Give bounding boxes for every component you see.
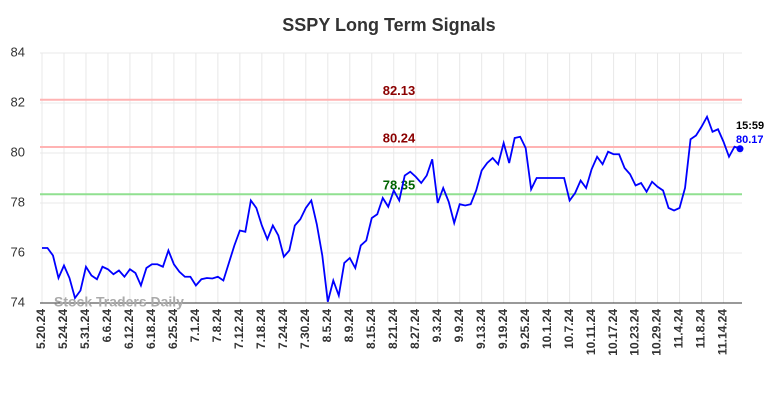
last-value: 80.17 (736, 134, 764, 146)
x-tick-label: 8.9.24 (342, 309, 356, 343)
y-tick-label: 78 (11, 194, 25, 209)
x-tick-label: 7.1.24 (188, 309, 202, 343)
x-tick-label: 11.4.24 (672, 309, 686, 349)
x-tick-label: 10.23.24 (628, 309, 642, 356)
x-tick-label: 7.8.24 (210, 309, 224, 343)
x-tick-label: 5.24.24 (56, 309, 70, 349)
x-tick-label: 6.6.24 (100, 309, 114, 343)
x-tick-label: 7.12.24 (232, 309, 246, 349)
x-tick-label: 8.15.24 (364, 309, 378, 349)
level-label: 80.24 (383, 130, 416, 145)
y-tick-label: 84 (11, 44, 25, 59)
x-tick-label: 11.8.24 (694, 309, 708, 349)
watermark: Stock Traders Daily (54, 294, 184, 310)
last-time: 15:59 (736, 120, 764, 132)
x-tick-label: 5.20.24 (34, 309, 48, 349)
x-tick-label: 10.7.24 (562, 309, 576, 349)
y-tick-label: 76 (11, 244, 25, 259)
level-label: 78.35 (383, 178, 416, 193)
x-tick-label: 10.17.24 (606, 309, 620, 356)
x-tick-label: 9.13.24 (474, 309, 488, 349)
x-tick-label: 10.1.24 (540, 309, 554, 349)
x-tick-label: 11.14.24 (716, 309, 730, 355)
x-tick-label: 8.27.24 (408, 309, 422, 349)
x-tick-label: 8.21.24 (386, 309, 400, 349)
x-tick-label: 9.3.24 (430, 309, 444, 343)
x-tick-label: 9.9.24 (452, 309, 466, 343)
x-tick-label: 9.19.24 (496, 309, 510, 349)
x-tick-label: 9.25.24 (518, 309, 532, 349)
x-tick-label: 7.18.24 (254, 309, 268, 349)
x-tick-label: 10.29.24 (650, 309, 664, 356)
x-tick-label: 5.31.24 (78, 309, 92, 349)
line (42, 114, 741, 302)
x-tick-label: 6.18.24 (144, 309, 158, 349)
x-tick-label: 8.5.24 (320, 309, 334, 343)
x-tick-label: 6.25.24 (166, 309, 180, 349)
y-tick-label: 74 (11, 294, 25, 309)
x-tick-label: 6.12.24 (122, 309, 136, 349)
x-tick-label: 7.30.24 (298, 309, 312, 349)
y-tick-label: 82 (11, 94, 25, 109)
x-tick-label: 10.11.24 (584, 309, 598, 355)
level-label: 82.13 (383, 83, 416, 98)
y-tick-label: 80 (11, 144, 25, 159)
last-point (736, 145, 744, 153)
x-tick-label: 7.24.24 (276, 309, 290, 349)
chart-title: SSPY Long Term Signals (282, 15, 495, 35)
